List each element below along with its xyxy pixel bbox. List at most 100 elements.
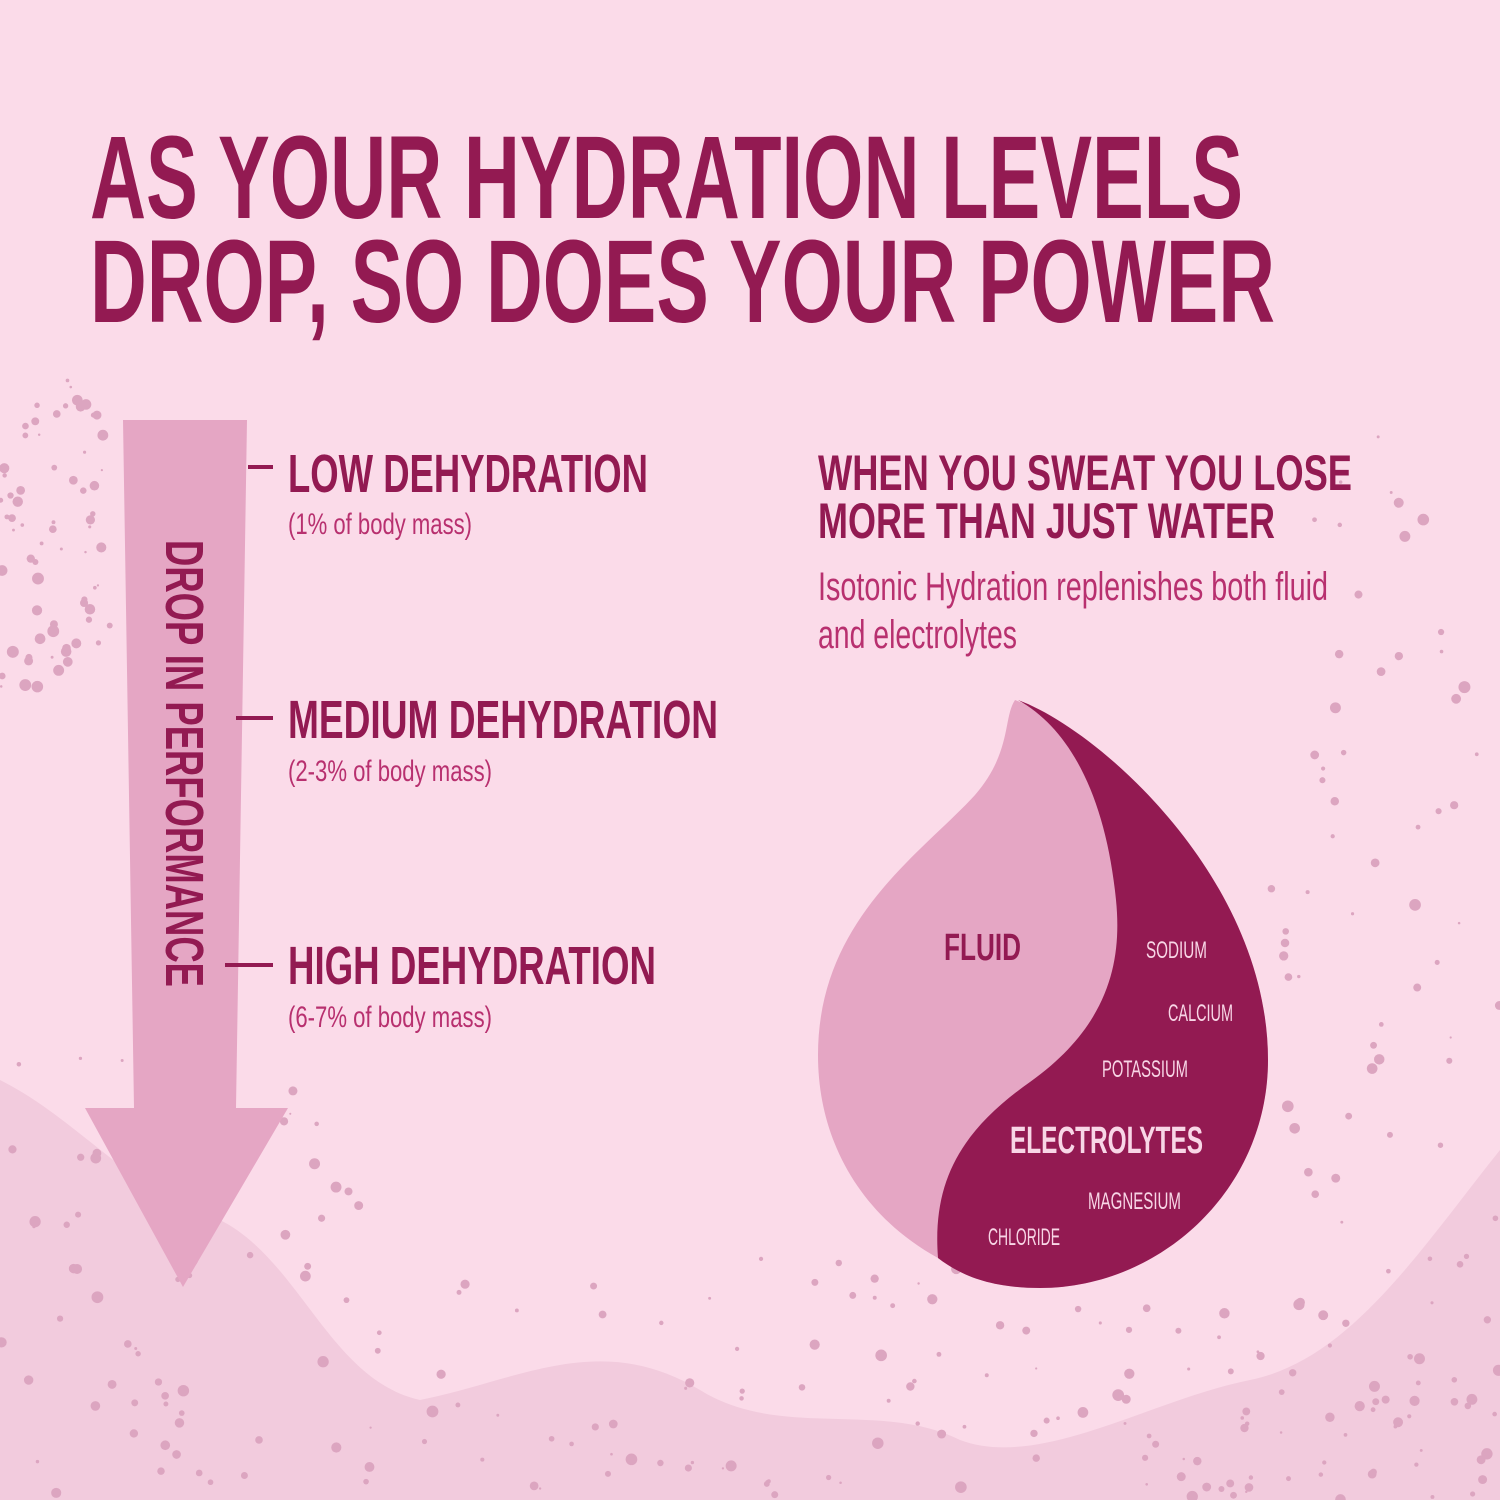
splash-droplet: [0, 672, 6, 680]
splash-droplet: [1343, 1433, 1348, 1437]
splash-droplet: [369, 1426, 372, 1429]
splash-droplet: [890, 1303, 896, 1309]
splash-droplet: [1430, 1301, 1434, 1305]
splash-droplet: [1430, 1494, 1435, 1499]
sweat-body-line-1: Isotonic Hydration replenishes both flui…: [818, 565, 1328, 609]
splash-droplet: [835, 1259, 843, 1267]
splash-droplet: [8, 1145, 17, 1154]
sweat-heading-line-2: MORE THAN JUST WATER: [818, 493, 1275, 549]
sweat-heading-line-1: WHEN YOU SWEAT YOU LOSE: [818, 445, 1352, 501]
splash-droplet: [610, 1452, 613, 1456]
splash-droplet: [48, 525, 57, 534]
splash-droplet: [1415, 824, 1421, 830]
splash-droplet: [163, 1401, 169, 1407]
splash-droplet: [344, 1187, 353, 1196]
splash-droplet: [80, 487, 87, 494]
splash-droplet: [195, 1469, 203, 1477]
splash-droplet: [288, 1086, 298, 1096]
splash-droplet: [7, 492, 14, 499]
splash-droplet: [35, 1459, 40, 1464]
splash-droplet: [1035, 1367, 1038, 1370]
splash-droplet: [124, 1340, 132, 1348]
splash-droplet: [1056, 1416, 1060, 1421]
splash-droplet: [1219, 1308, 1230, 1319]
splash-droplet: [71, 394, 83, 406]
splash-droplet: [1415, 1380, 1421, 1386]
splash-droplet: [1407, 1353, 1413, 1360]
splash-droplet: [809, 1339, 820, 1350]
splash-droplet: [1342, 1319, 1350, 1327]
splash-droplet: [1124, 1368, 1135, 1379]
splash-droplet: [906, 1382, 915, 1391]
splash-droplet: [625, 1453, 638, 1466]
splash-droplet: [157, 1467, 165, 1475]
splash-droplet: [51, 464, 58, 471]
splash-droplet: [1340, 1220, 1344, 1224]
splash-droplet: [1043, 1417, 1050, 1424]
electrolyte-magnesium: MAGNESIUM: [1088, 1188, 1181, 1215]
splash-droplet: [129, 1429, 139, 1438]
splash-droplet: [34, 402, 40, 408]
splash-droplet: [1337, 522, 1343, 528]
splash-droplet: [455, 1402, 461, 1408]
electrolyte-chloride: CHLORIDE: [988, 1224, 1060, 1251]
splash-droplet: [995, 1321, 1005, 1330]
splash-droplet: [1077, 1407, 1089, 1418]
splash-droplet: [80, 399, 92, 410]
splash-droplet: [825, 1474, 832, 1481]
sweat-body-line-2: and electrolytes: [818, 613, 1017, 657]
splash-droplet: [106, 622, 113, 629]
splash-droplet: [1288, 1369, 1297, 1377]
splash-droplet: [1372, 1398, 1380, 1406]
splash-droplet: [529, 1481, 539, 1491]
splash-droplet: [915, 1421, 920, 1426]
splash-droplet: [1393, 1417, 1404, 1428]
splash-droplet: [79, 598, 89, 608]
splash-droplet: [1450, 1397, 1459, 1406]
splash-droplet: [31, 605, 43, 616]
splash-droplet: [1427, 1256, 1433, 1262]
splash-droplet: [1186, 1490, 1198, 1500]
splash-droplet: [37, 433, 41, 436]
splash-droplet: [1217, 1335, 1221, 1340]
splash-droplet: [90, 1401, 101, 1411]
splash-droplet: [1032, 1454, 1040, 1462]
splash-droplet: [1464, 1402, 1472, 1410]
splash-droplet: [1240, 1416, 1245, 1420]
splash-droplet: [604, 1470, 611, 1477]
splash-droplet: [161, 1391, 169, 1400]
splash-droplet: [569, 1441, 574, 1447]
splash-droplet: [62, 656, 73, 667]
splash-droplet: [1282, 928, 1290, 935]
splash-droplet: [1494, 1001, 1500, 1010]
splash-droplet: [1439, 649, 1444, 654]
splash-droplet: [1414, 1353, 1425, 1365]
splash-droplet: [309, 1158, 321, 1170]
electrolyte-potassium: POTASSIUM: [1102, 1056, 1188, 1083]
splash-droplet: [16, 1062, 22, 1067]
splash-droplet: [364, 1462, 375, 1472]
splash-droplet: [1319, 777, 1326, 784]
splash-droplet: [314, 1121, 319, 1127]
splash-droplet: [96, 542, 107, 553]
splash-droplet: [20, 523, 25, 527]
splash-droplet: [1354, 1400, 1365, 1412]
splash-droplet: [63, 1221, 70, 1228]
splash-droplet: [1289, 1122, 1300, 1134]
splash-droplet: [31, 417, 40, 426]
splash-droplet: [436, 1369, 446, 1379]
splash-droplet: [1492, 1411, 1497, 1417]
splash-droplet: [1331, 1173, 1341, 1183]
splash-droplet: [135, 1351, 141, 1357]
splash-droplet: [1112, 1389, 1125, 1401]
arrow-down-icon: [85, 420, 288, 1287]
splash-droplet: [134, 1347, 138, 1350]
splash-droplet: [1417, 513, 1430, 526]
splash-droplet: [1409, 899, 1421, 911]
splash-droplet: [538, 1487, 542, 1490]
splash-droplet: [1244, 1483, 1254, 1492]
splash-droplet: [598, 1310, 607, 1319]
splash-droplet: [317, 1356, 329, 1368]
splash-droplet: [1187, 1367, 1191, 1371]
splash-droplet: [1478, 1475, 1488, 1485]
